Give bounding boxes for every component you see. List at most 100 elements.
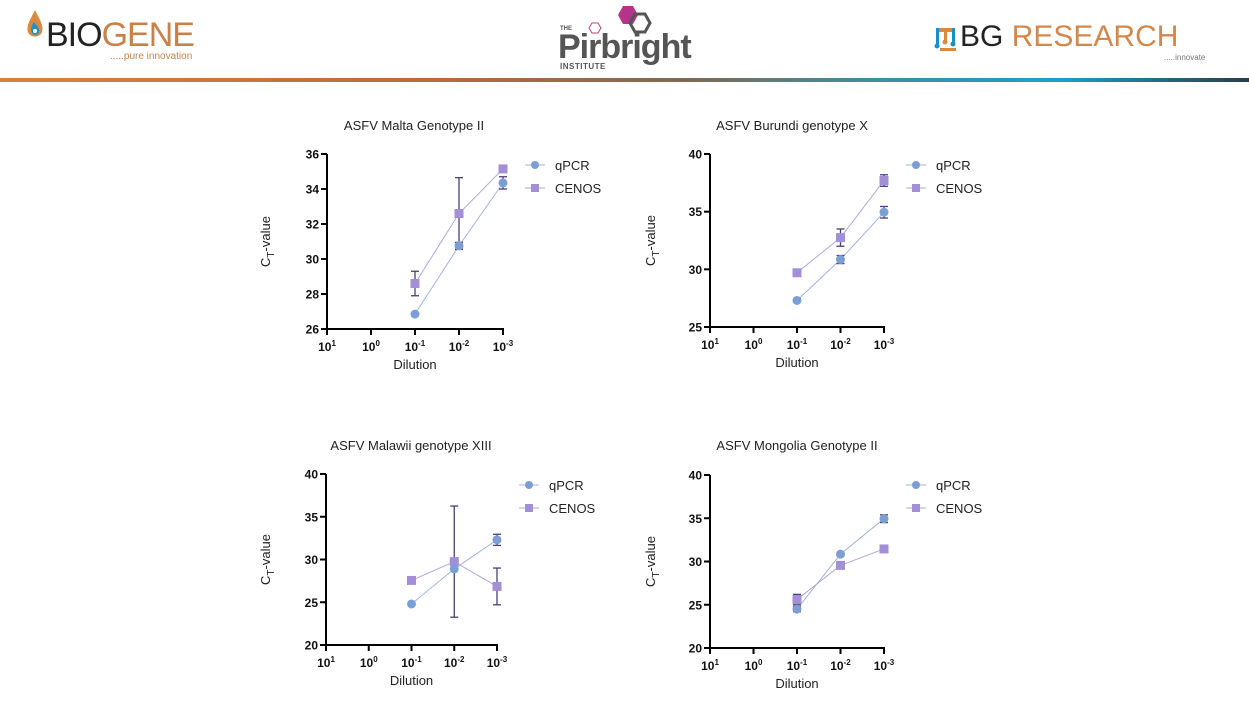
qpcr-data-point [407,599,416,609]
cenos-data-point [879,176,889,186]
bg-research-logo: BG RESEARCH .....innovate [930,18,1230,68]
x-tick-base: 10 [444,656,458,670]
y-label-main: C [258,576,273,585]
x-tick-exponent: -3 [500,655,508,664]
legend-cenos-label: CENOS [549,501,596,516]
cenos-data-point [410,279,420,288]
legend-cenos-label: CENOS [936,181,983,196]
y-tick-label: 35 [305,510,319,524]
qpcr-data-point [449,564,459,574]
header: BIOGENE .....pure innovation THE Pirbrig… [0,0,1249,84]
legend-qpcr-marker [525,481,533,489]
y-tick-label: 34 [306,183,320,197]
x-tick-exponent: -1 [800,337,808,346]
legend-qpcr-label: qPCR [936,478,971,493]
cenos-data-point [836,560,845,570]
x-tick-base: 10 [874,338,888,352]
x-tick-exponent: -3 [887,337,895,346]
x-tick-base: 10 [874,659,888,673]
legend-qpcr-marker [912,481,920,489]
qpcr-data-point [792,604,802,614]
x-axis-label: Dilution [775,676,818,691]
pirbright-institute: INSTITUTE [560,62,606,71]
y-label-sub: T [651,250,662,256]
x-tick-exponent: -1 [415,655,423,664]
legend-cenos-marker [912,184,920,192]
legend-qpcr-marker [531,161,539,169]
qpcr-data-point [410,309,420,319]
y-tick-label: 30 [689,263,703,277]
y-tick-label: 25 [689,598,703,612]
chart-title: ASFV Burundi genotype X [716,118,868,133]
x-tick-base: 10 [362,340,376,354]
y-label-main: C [643,578,658,587]
x-tick-exponent: 1 [714,337,719,346]
legend-cenos-marker [912,504,920,512]
x-tick-label: 10-1 [401,655,422,670]
x-tick-label: 10-2 [830,658,851,673]
chart-title: ASFV Malawii genotype XIII [330,438,491,453]
x-tick-label: 101 [318,339,336,354]
x-tick-base: 10 [745,338,759,352]
y-tick-label: 30 [306,253,320,267]
cenos-data-point [836,233,845,243]
y-tick-label: 35 [689,512,703,526]
y-tick-label: 20 [305,639,319,653]
y-label-rest: -value [258,216,273,251]
x-tick-base: 10 [449,340,463,354]
legend-cenos-marker [525,504,533,512]
qpcr-data-point [792,295,802,305]
x-tick-base: 10 [787,659,801,673]
legend-cenos-marker [531,184,539,192]
cenos-data-point [792,268,802,278]
y-axis-label: CT-value [643,215,662,266]
x-tick-base: 10 [401,656,415,670]
qpcr-data-point [498,178,508,188]
x-tick-exponent: 0 [758,658,763,667]
qpcr-data-point [879,207,889,217]
molecule-icon [934,28,956,51]
x-tick-base: 10 [745,659,759,673]
research-text: RESEARCH [1003,20,1179,53]
pirbright-logo: THE Pirbright INSTITUTE [556,4,696,74]
x-tick-label: 10-3 [487,655,508,670]
y-axis-label: CT-value [258,534,277,585]
biogene-bio-text: BIO [46,16,103,54]
x-tick-label: 10-1 [787,337,808,352]
x-tick-label: 10-1 [405,339,426,354]
y-label-main: C [643,257,658,266]
cenos-data-point [492,581,502,591]
y-tick-label: 32 [306,218,320,232]
x-tick-label: 10-1 [787,658,808,673]
x-tick-exponent: -2 [462,339,470,348]
x-tick-label: 10-3 [874,658,895,673]
y-tick-label: 30 [689,555,703,569]
x-tick-exponent: 0 [758,337,763,346]
legend-qpcr-label: qPCR [936,158,971,173]
x-tick-exponent: -3 [887,658,895,667]
qpcr-data-point [836,549,845,559]
pirbright-wordmark: Pirbright [558,28,692,66]
legend-qpcr-label: qPCR [555,158,590,173]
x-tick-exponent: 1 [331,339,336,348]
x-tick-exponent: -1 [800,658,808,667]
y-label-main: C [258,258,273,267]
y-tick-label: 36 [306,148,320,162]
y-label-rest: -value [643,536,658,571]
water-drop-icon [27,10,43,37]
x-tick-exponent: -2 [844,658,852,667]
x-tick-exponent: 0 [373,655,378,664]
cenos-data-point [449,557,459,567]
x-tick-base: 10 [493,340,507,354]
y-label-sub: T [266,569,277,575]
x-tick-label: 101 [317,655,335,670]
x-tick-base: 10 [487,656,501,670]
x-tick-label: 101 [701,337,719,352]
header-gradient-divider [0,78,1249,82]
bg-research-wordmark: BG RESEARCH [960,20,1178,54]
x-tick-exponent: -1 [418,339,426,348]
y-label-rest: -value [643,215,658,250]
legend-qpcr-label: qPCR [549,478,584,493]
